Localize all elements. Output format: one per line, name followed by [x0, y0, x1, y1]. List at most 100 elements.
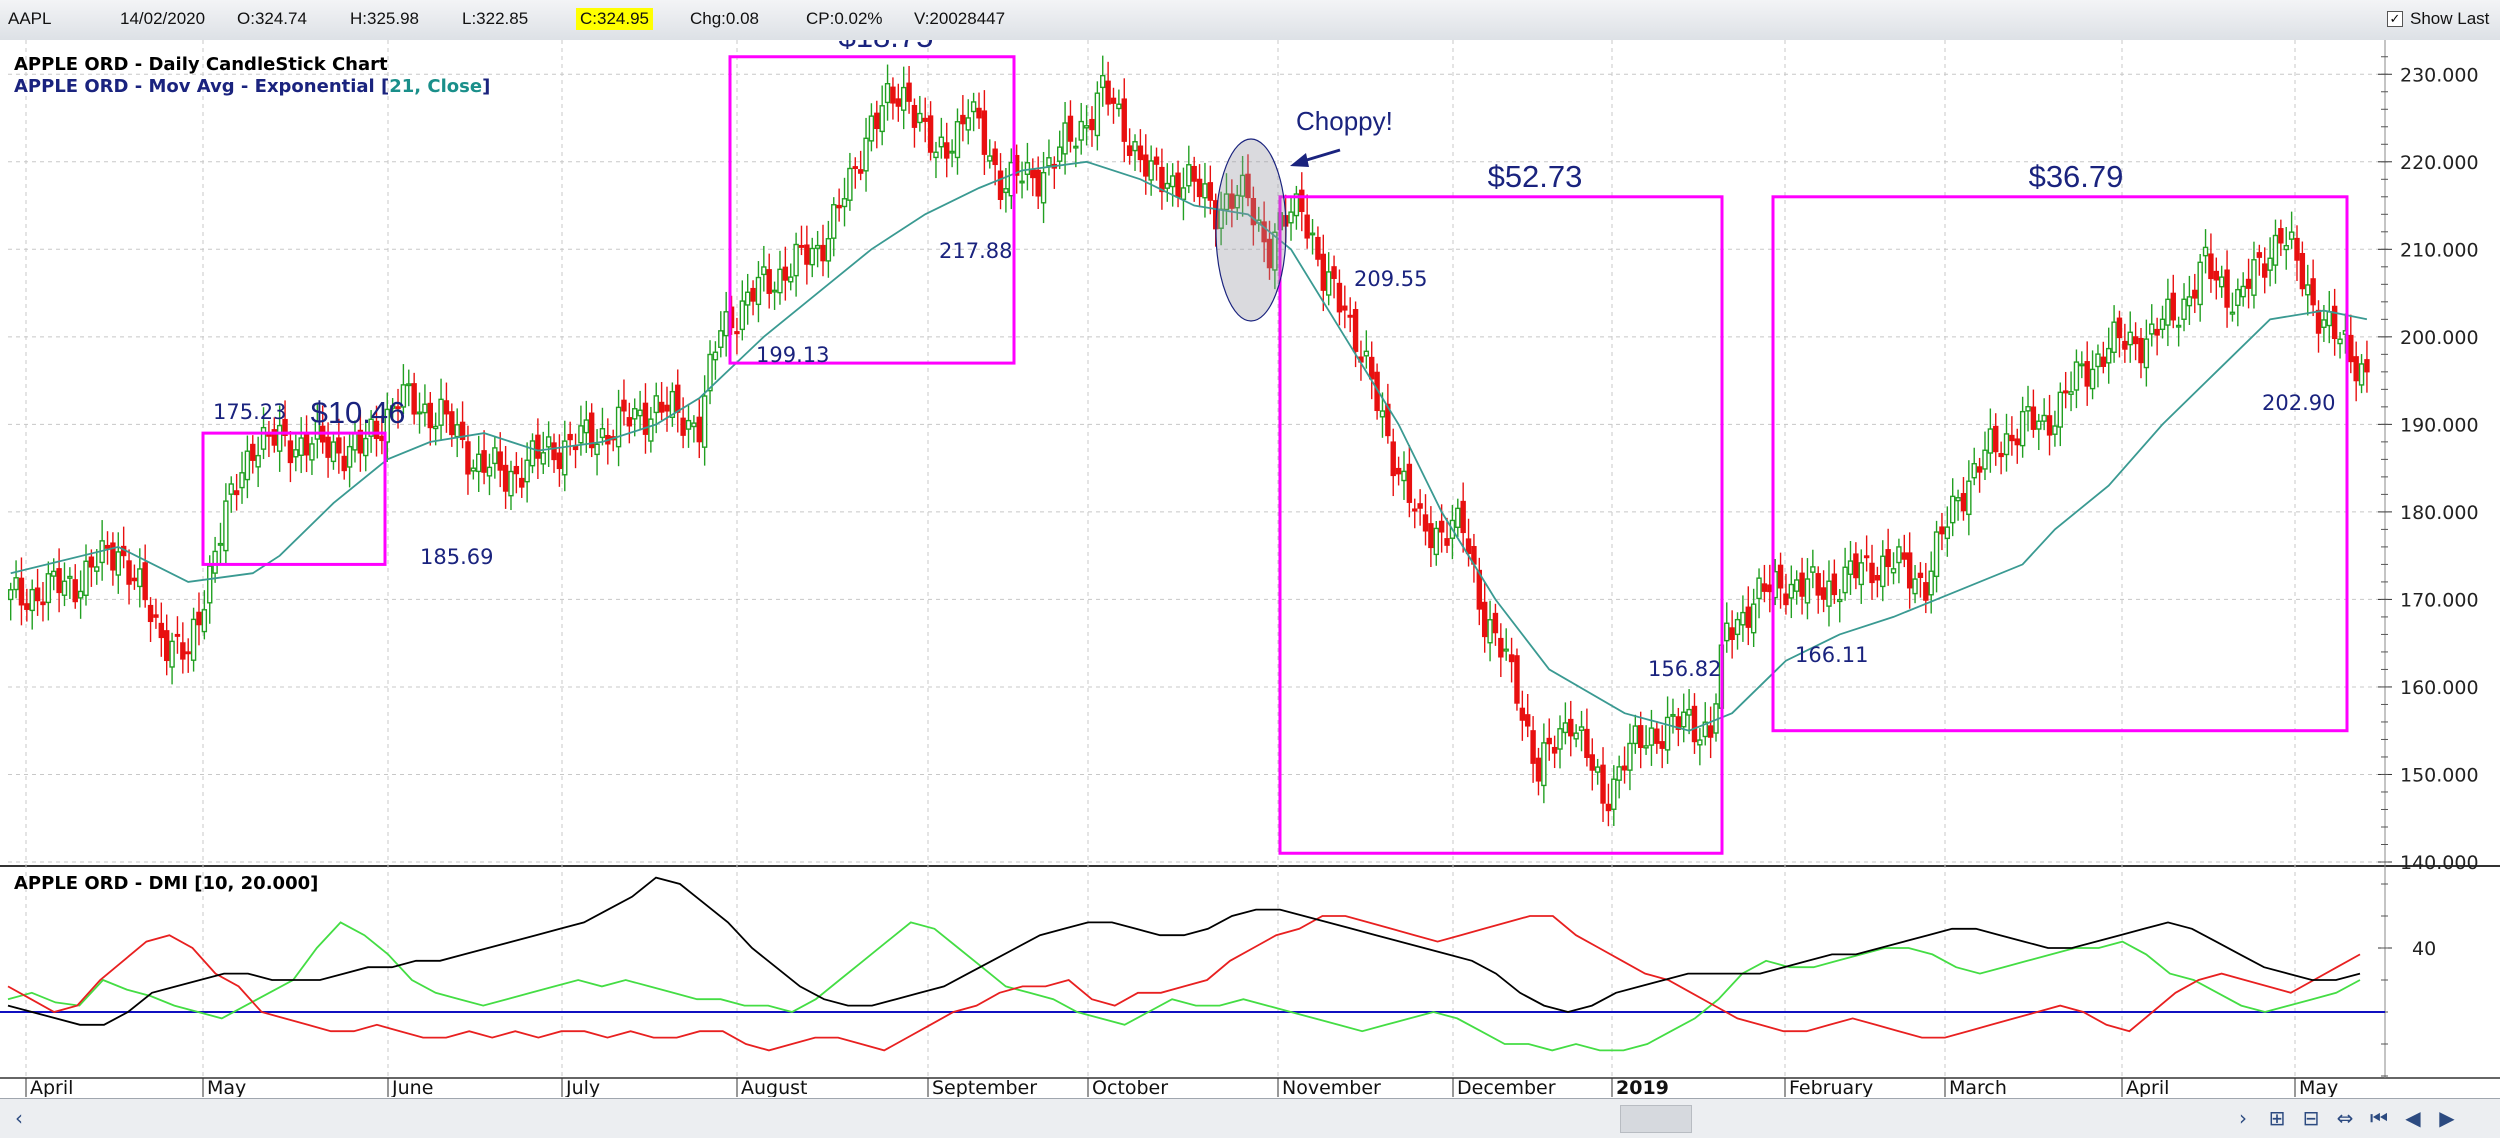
- candle-body: [7, 589, 14, 601]
- candle-body: [2073, 361, 2080, 391]
- candle-body: [40, 601, 46, 606]
- move-label: $18.75: [839, 40, 934, 54]
- show-last-checkbox[interactable]: ✓: [2387, 11, 2403, 27]
- candle-body: [1132, 141, 1138, 152]
- prev-bar-icon[interactable]: ◀: [2405, 1106, 2421, 1130]
- candle-body: [1465, 538, 1472, 555]
- scroll-bar[interactable]: ‹ › ⊞ ⊟ ⇔ ⏮ ◀ ▶: [0, 1098, 2500, 1138]
- candle-body: [1976, 466, 1983, 473]
- candle-body: [196, 611, 202, 626]
- candle-body: [2009, 434, 2015, 442]
- candle-body: [1191, 165, 1197, 182]
- candle-body: [2321, 319, 2327, 329]
- candle-body: [1767, 584, 1773, 593]
- choppy-ellipse: [1215, 138, 1287, 322]
- candle-body: [1304, 214, 1310, 239]
- candle-body: [583, 419, 590, 434]
- candle-body: [1186, 164, 1192, 187]
- candle-body: [1928, 570, 1934, 596]
- candle-body: [2159, 318, 2166, 331]
- first-bar-icon[interactable]: ⏮: [2370, 1106, 2388, 1130]
- candle-body: [492, 447, 498, 465]
- candle-body: [1417, 503, 1423, 509]
- candle-body: [1804, 578, 1811, 604]
- candle-body: [1906, 552, 1913, 589]
- change-pct-label: CP:0.02%: [806, 9, 883, 28]
- candle-body: [1788, 583, 1795, 599]
- candle-body: [1073, 145, 1079, 149]
- candle-body: [1105, 80, 1111, 105]
- candle-body: [432, 425, 439, 430]
- chart-area[interactable]: 140.000 150.000 160.000 170.000 180.000 190.0…: [0, 19, 2500, 1099]
- candle-body: [788, 276, 794, 283]
- candle-body: [1245, 173, 1251, 199]
- candle-body: [51, 570, 57, 577]
- candle-body: [1433, 527, 1439, 556]
- candle-body: [578, 425, 584, 444]
- pan-icon[interactable]: ⇔: [2336, 1106, 2354, 1130]
- price-label: 175.23: [213, 400, 286, 424]
- candle-body: [2310, 278, 2316, 306]
- move-box: [728, 55, 1016, 365]
- candle-body: [1826, 580, 1832, 607]
- zoom-out-icon[interactable]: ⊟: [2302, 1106, 2320, 1130]
- candle-body: [352, 432, 358, 451]
- candle-body: [29, 588, 35, 612]
- candle-body: [1659, 741, 1665, 749]
- candle-body: [771, 289, 778, 293]
- candle-body: [1842, 566, 1848, 594]
- candle-body: [1896, 546, 1902, 564]
- candle-body: [2358, 363, 2365, 386]
- candle-body: [1175, 172, 1181, 198]
- candle-body: [2213, 270, 2220, 281]
- show-last-label[interactable]: Show Last: [2410, 9, 2490, 28]
- candle-body: [502, 464, 509, 492]
- scroll-right-arrow-icon[interactable]: ›: [2239, 1106, 2247, 1130]
- candle-body: [153, 614, 159, 618]
- candle-body: [2256, 252, 2263, 258]
- chart-svg[interactable]: 140.000 150.000 160.000 170.000 180.000 190.0…: [0, 19, 2500, 1099]
- candle-body: [1837, 598, 1843, 603]
- candle-body: [2337, 338, 2343, 345]
- candle-body: [2062, 390, 2069, 394]
- candle-body: [223, 500, 229, 552]
- date-label: 14/02/2020: [120, 9, 206, 28]
- candle-body: [2025, 406, 2031, 412]
- candle-body: [1019, 180, 1025, 184]
- candle-body: [599, 428, 606, 439]
- candle-body: [938, 136, 945, 148]
- candle-body: [1067, 115, 1074, 142]
- candle-body: [104, 544, 111, 549]
- candle-body: [1196, 178, 1203, 198]
- candle-body: [1390, 441, 1396, 477]
- candle-body: [2197, 261, 2203, 306]
- candle-body: [1810, 566, 1816, 573]
- candle-body: [185, 651, 191, 655]
- candle-body: [233, 490, 240, 496]
- candle-body: [1401, 470, 1407, 482]
- candle-body: [1605, 803, 1612, 812]
- price-label: 217.88: [939, 239, 1012, 263]
- zoom-in-icon[interactable]: ⊞: [2268, 1106, 2286, 1130]
- price-label: 209.55: [1354, 267, 1427, 291]
- candle-body: [793, 243, 799, 277]
- candle-body: [325, 436, 331, 458]
- next-bar-icon[interactable]: ▶: [2439, 1106, 2455, 1130]
- candle-body: [363, 437, 369, 457]
- candle-body: [400, 384, 407, 408]
- candle-body: [379, 435, 385, 442]
- candle-body: [2095, 353, 2101, 368]
- candle-body: [1847, 560, 1854, 575]
- scroll-thumb[interactable]: [1620, 1105, 1692, 1133]
- candle-body: [637, 409, 643, 417]
- scroll-left-arrow-icon[interactable]: ‹: [15, 1106, 23, 1130]
- candle-body: [1100, 74, 1106, 89]
- candle-body: [1412, 508, 1418, 512]
- candle-body: [115, 551, 121, 576]
- candle-body: [884, 82, 891, 104]
- candle-body: [2267, 257, 2273, 271]
- candle-body: [2100, 356, 2107, 367]
- move-label: $52.73: [1488, 159, 1583, 194]
- candle-body: [1444, 538, 1450, 546]
- candle-body: [1562, 722, 1569, 734]
